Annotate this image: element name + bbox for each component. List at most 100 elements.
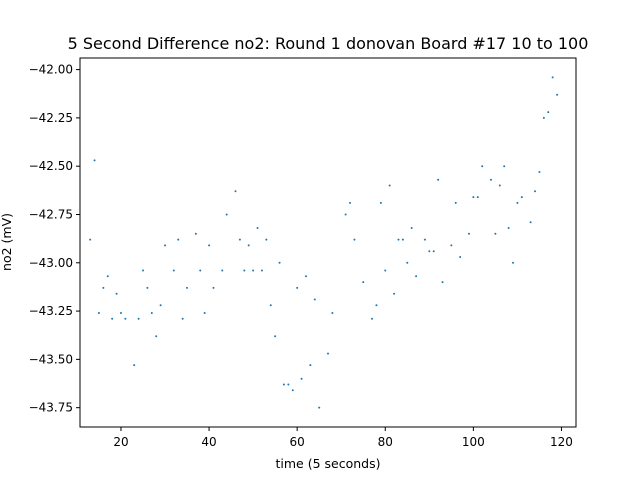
data-point bbox=[423, 238, 426, 241]
data-point bbox=[375, 304, 378, 307]
data-point bbox=[208, 244, 211, 247]
chart-title: 5 Second Difference no2: Round 1 donovan… bbox=[68, 34, 589, 53]
data-point bbox=[437, 178, 440, 181]
data-point bbox=[225, 213, 228, 216]
data-point bbox=[243, 269, 246, 272]
data-point bbox=[234, 190, 237, 193]
data-point bbox=[212, 286, 215, 289]
data-point bbox=[97, 312, 100, 315]
data-point bbox=[494, 232, 497, 235]
data-point bbox=[164, 244, 167, 247]
data-point bbox=[181, 317, 184, 320]
data-point bbox=[472, 196, 475, 199]
data-point bbox=[106, 275, 109, 278]
data-point bbox=[503, 165, 506, 168]
data-point bbox=[401, 238, 404, 241]
y-tick-label: −42.75 bbox=[29, 207, 73, 221]
data-point bbox=[331, 312, 334, 315]
x-tick-label: 100 bbox=[462, 435, 485, 449]
plot-frame bbox=[79, 57, 577, 428]
data-point bbox=[119, 312, 122, 315]
data-point bbox=[238, 238, 241, 241]
data-point bbox=[489, 178, 492, 181]
data-point bbox=[520, 196, 523, 199]
x-tick-label: 40 bbox=[201, 435, 216, 449]
x-tick-label: 60 bbox=[290, 435, 305, 449]
data-point bbox=[476, 196, 479, 199]
data-point bbox=[454, 201, 457, 204]
data-point bbox=[459, 255, 462, 258]
data-point bbox=[146, 286, 149, 289]
data-point bbox=[252, 269, 255, 272]
data-point bbox=[406, 261, 409, 264]
y-tick-label: −43.25 bbox=[29, 304, 73, 318]
data-point bbox=[379, 201, 382, 204]
data-point bbox=[172, 269, 175, 272]
y-axis: −43.75 −43.50 −43.25 −43.00 −42.75 −42.50 −42.… bbox=[29, 63, 80, 415]
data-point bbox=[313, 298, 316, 301]
data-point bbox=[410, 227, 413, 230]
data-point bbox=[133, 364, 136, 367]
data-point bbox=[384, 269, 387, 272]
data-point bbox=[318, 406, 321, 409]
data-point bbox=[287, 383, 290, 386]
data-point bbox=[282, 383, 285, 386]
data-point bbox=[137, 317, 140, 320]
y-tick-label: −43.50 bbox=[29, 352, 73, 366]
data-point bbox=[199, 269, 202, 272]
data-point bbox=[450, 244, 453, 247]
data-point bbox=[265, 238, 268, 241]
data-point bbox=[124, 317, 127, 320]
data-point bbox=[467, 232, 470, 235]
data-point bbox=[150, 312, 153, 315]
data-point bbox=[432, 250, 435, 253]
data-point bbox=[428, 250, 431, 253]
data-point bbox=[111, 317, 114, 320]
data-point bbox=[538, 170, 541, 173]
data-point bbox=[203, 312, 206, 315]
data-point bbox=[507, 227, 510, 230]
data-point bbox=[102, 286, 105, 289]
data-point bbox=[186, 286, 189, 289]
data-point bbox=[556, 93, 559, 96]
data-point bbox=[362, 281, 365, 284]
x-axis: 20 40 60 80 100 120 bbox=[113, 427, 573, 449]
data-point bbox=[278, 261, 281, 264]
x-tick-label: 80 bbox=[378, 435, 393, 449]
data-point bbox=[296, 286, 299, 289]
data-point bbox=[415, 275, 418, 278]
x-tick-label: 20 bbox=[113, 435, 128, 449]
data-point bbox=[534, 190, 537, 193]
data-point bbox=[327, 352, 329, 355]
data-point bbox=[291, 389, 294, 392]
data-point bbox=[115, 292, 118, 295]
data-point bbox=[256, 227, 259, 230]
y-tick-label: −42.00 bbox=[29, 63, 73, 77]
data-point bbox=[221, 269, 224, 272]
data-point bbox=[388, 184, 391, 187]
data-point bbox=[547, 111, 550, 114]
data-point bbox=[194, 232, 197, 235]
data-point bbox=[551, 76, 554, 79]
data-point bbox=[516, 201, 519, 204]
data-point bbox=[397, 238, 400, 241]
y-tick-label: −42.25 bbox=[29, 111, 73, 125]
data-point bbox=[529, 221, 532, 224]
data-point bbox=[353, 238, 356, 241]
data-point bbox=[344, 213, 347, 216]
x-axis-label: time (5 seconds) bbox=[276, 456, 381, 471]
data-point bbox=[393, 292, 396, 295]
data-point bbox=[498, 184, 501, 187]
data-point bbox=[93, 159, 96, 162]
data-point bbox=[274, 335, 277, 338]
data-point bbox=[269, 304, 272, 307]
y-axis-label: no2 (mV) bbox=[0, 213, 14, 271]
data-point bbox=[177, 238, 180, 241]
data-point bbox=[89, 238, 92, 241]
data-point bbox=[349, 201, 352, 204]
plot-area bbox=[79, 57, 577, 428]
data-point bbox=[512, 261, 515, 264]
y-tick-label: −42.50 bbox=[29, 159, 73, 173]
data-point bbox=[141, 269, 144, 272]
